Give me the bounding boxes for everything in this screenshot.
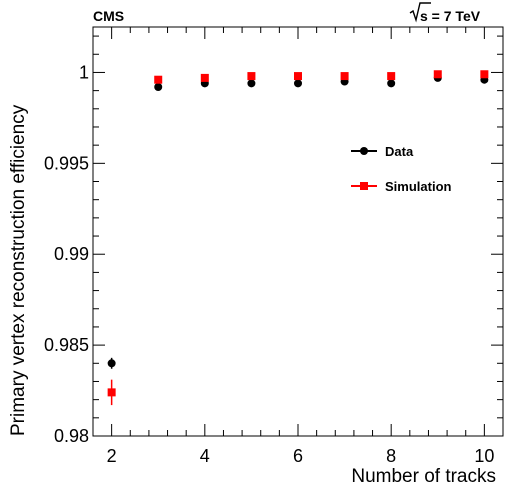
y-tick-label: 0.985 <box>44 335 89 355</box>
data-point <box>247 79 256 88</box>
simulation-point <box>480 70 489 79</box>
simulation-point <box>387 72 396 81</box>
legend-item-simulation: Simulation <box>351 179 452 194</box>
simulation-point <box>433 70 442 79</box>
y-tick-label: 0.995 <box>44 153 89 173</box>
legend-simulation-label: Simulation <box>385 179 452 194</box>
data-points <box>107 70 489 406</box>
data-point <box>107 359 116 368</box>
simulation-point <box>247 72 256 81</box>
data-point <box>154 82 163 91</box>
axis-ticks: 2 4 6 8 10 0.98 0.985 0.99 0.995 1 <box>44 27 503 466</box>
simulation-point <box>154 75 163 84</box>
header-experiment: CMS <box>93 8 124 24</box>
header-energy-s: s <box>420 8 428 24</box>
sqrt-icon <box>409 2 431 23</box>
x-tick-label: 6 <box>293 446 303 466</box>
header-energy: s = 7 TeV <box>409 2 481 24</box>
data-point <box>387 79 396 88</box>
y-tick-label: 0.98 <box>54 426 89 446</box>
simulation-point <box>340 72 349 81</box>
data-point <box>294 79 302 88</box>
legend: Data Simulation <box>351 144 452 194</box>
y-tick-label: 0.99 <box>54 244 89 264</box>
legend-simulation-marker <box>360 182 368 190</box>
x-axis-title: Number of tracks <box>351 466 496 486</box>
x-tick-label: 10 <box>474 446 494 466</box>
x-tick-label: 4 <box>200 446 210 466</box>
x-tick-label: 8 <box>386 446 396 466</box>
simulation-point <box>200 73 209 82</box>
y-axis-title: Primary vertex reconstruction efficiency <box>8 104 29 436</box>
x-tick-label: 2 <box>107 446 117 466</box>
y-tick-label: 1 <box>79 62 89 82</box>
legend-data-marker <box>360 147 368 155</box>
legend-item-data: Data <box>351 144 414 159</box>
legend-data-label: Data <box>385 144 414 159</box>
header-energy-value: = 7 TeV <box>428 8 481 24</box>
svg-text:s = 7 TeV: s = 7 TeV <box>420 8 481 24</box>
simulation-point <box>107 388 116 397</box>
simulation-point <box>294 72 302 81</box>
